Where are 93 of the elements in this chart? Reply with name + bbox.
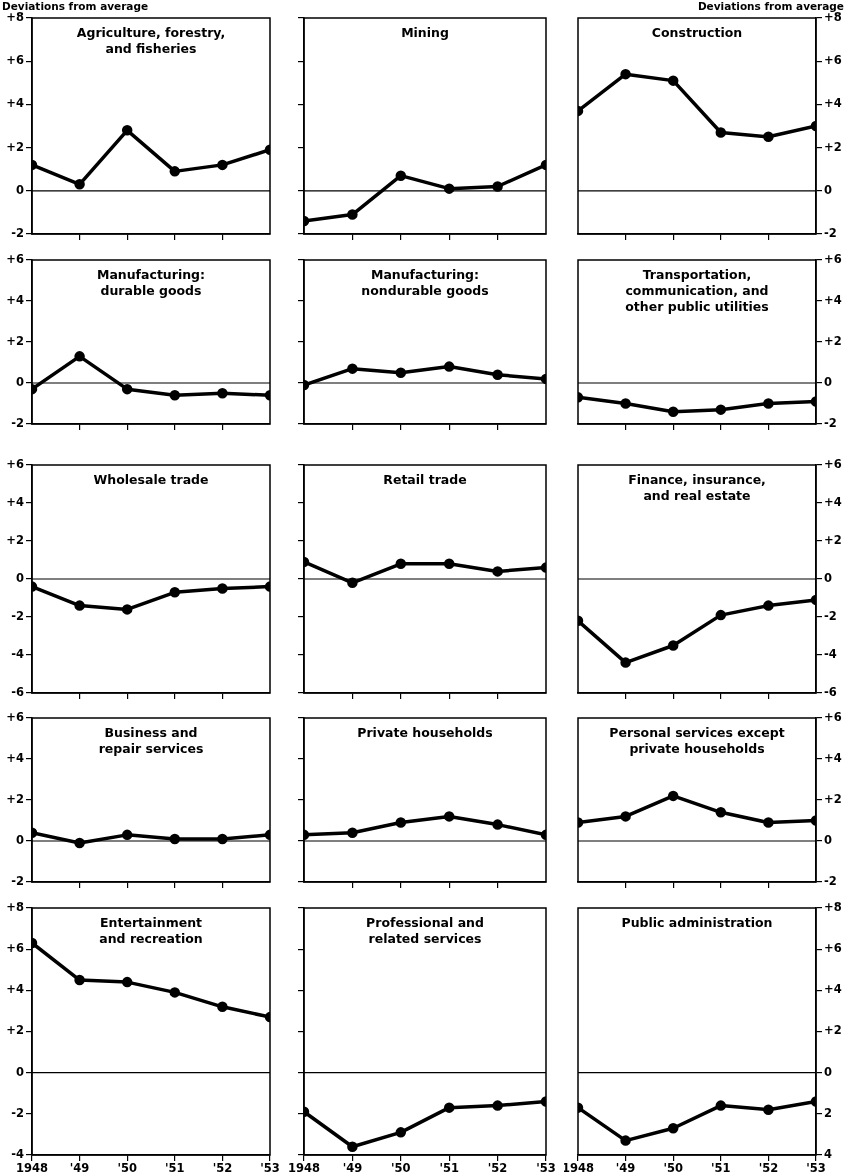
text: Finance, insurance, and real estate (628, 471, 766, 503)
y-tick-label: +2 (824, 791, 842, 806)
y-tick-label: -2 (11, 873, 24, 888)
x-tick-label: '52 (487, 1160, 508, 1175)
y-tick-label: -6 (824, 684, 837, 699)
y-tick-label: -2 (824, 608, 837, 623)
y-tick-label: -2 (11, 608, 24, 623)
y-tick-label: +2 (824, 1023, 842, 1038)
y-tick-label: +2 (6, 791, 24, 806)
y-tick-label: -2 (11, 1105, 24, 1120)
y-tick-label: +4 (824, 96, 842, 111)
y-tick-label: -2 (824, 415, 837, 430)
y-tick-label: +4 (6, 292, 24, 307)
x-tick-label: '50 (663, 1160, 683, 1175)
y-tick-label: -2 (824, 873, 837, 888)
y-tick-label: 0 (824, 374, 833, 389)
y-tick-label: +4 (6, 494, 24, 509)
text: Manufacturing: durable goods (96, 266, 206, 298)
text: Private households (357, 724, 493, 740)
y-tick-label: +2 (6, 1023, 24, 1038)
text: Personal services except private households (609, 724, 785, 756)
y-tick-label: +4 (824, 750, 842, 765)
text: Wholesale trade (93, 471, 209, 487)
text: Agriculture, forestry, and fisheries (76, 24, 226, 56)
y-tick-label: +6 (824, 456, 842, 471)
y-tick-label: +6 (6, 709, 24, 724)
y-tick-label: -4 (11, 1146, 24, 1161)
y-tick-label: +6 (6, 456, 24, 471)
x-tick-label: '50 (117, 1160, 137, 1175)
y-tick-label: +2 (824, 139, 842, 154)
y-tick-label: 0 (15, 182, 24, 197)
x-tick-label: 1948 (15, 1160, 49, 1175)
y-tick-label: 0 (15, 1064, 24, 1079)
y-tick-label: +6 (824, 709, 842, 724)
y-tick-label: -2 (824, 225, 837, 240)
x-tick-label: '53 (536, 1160, 556, 1175)
x-tick-label: '53 (806, 1160, 826, 1175)
x-tick-label: 1948 (561, 1160, 595, 1175)
y-tick-label: +6 (6, 251, 24, 266)
x-tick-label: '51 (439, 1160, 459, 1175)
y-tick-label: 0 (824, 570, 833, 585)
y-tick-label: +4 (824, 494, 842, 509)
y-tick-label: 0 (15, 570, 24, 585)
x-tick-label: '52 (212, 1160, 233, 1175)
y-tick-label: +2 (824, 532, 842, 547)
text: Retail trade (383, 471, 467, 487)
y-tick-label: 4 (824, 1146, 833, 1161)
y-tick-label: +6 (824, 941, 842, 956)
y-tick-label: +8 (6, 899, 24, 914)
text: Mining (401, 24, 449, 40)
y-tick-label: 0 (824, 832, 833, 847)
y-tick-label: -2 (11, 415, 24, 430)
y-tick-label: -6 (11, 684, 24, 699)
y-tick-label: +2 (824, 333, 842, 348)
y-tick-label: 2 (824, 1105, 833, 1120)
x-tick-label: '49 (69, 1160, 90, 1175)
y-tick-label: +8 (824, 899, 842, 914)
x-tick-label: '49 (615, 1160, 636, 1175)
y-tick-label: +4 (6, 982, 24, 997)
x-tick-label: '51 (165, 1160, 185, 1175)
x-tick-label: '52 (758, 1160, 779, 1175)
y-tick-label: +6 (6, 941, 24, 956)
y-axis-title: Deviations from average (2, 0, 149, 12)
y-tick-label: +4 (6, 96, 24, 111)
y-tick-label: +4 (824, 292, 842, 307)
y-tick-label: +6 (824, 53, 842, 68)
y-tick-label: +4 (824, 982, 842, 997)
y-tick-label: +2 (6, 139, 24, 154)
y-tick-label: +6 (824, 251, 842, 266)
y-tick-label: +6 (6, 53, 24, 68)
y-tick-label: -4 (824, 646, 837, 661)
y-tick-label: +2 (6, 532, 24, 547)
x-tick-label: '53 (260, 1160, 280, 1175)
y-tick-label: 0 (824, 182, 833, 197)
y-tick-label: +2 (6, 333, 24, 348)
text: Transportation, communication, and other public utilities (625, 266, 769, 314)
y-tick-label: 0 (824, 1064, 833, 1079)
text: Construction (651, 24, 743, 40)
x-tick-label: 1948 (287, 1160, 321, 1175)
text: Public administration (621, 914, 773, 930)
x-tick-label: '51 (711, 1160, 731, 1175)
text: Professional and related services (366, 914, 484, 946)
y-tick-label: -4 (11, 646, 24, 661)
x-tick-label: '49 (342, 1160, 363, 1175)
x-tick-label: '50 (391, 1160, 411, 1175)
y-tick-label: +8 (6, 9, 24, 24)
text: Entertainment and recreation (99, 914, 203, 946)
text: Business and repair services (98, 724, 204, 756)
y-tick-label: 0 (15, 374, 24, 389)
y-tick-label: +4 (6, 750, 24, 765)
y-tick-label: 0 (15, 832, 24, 847)
y-tick-label: -2 (11, 225, 24, 240)
text: Manufacturing: nondurable goods (361, 266, 489, 298)
